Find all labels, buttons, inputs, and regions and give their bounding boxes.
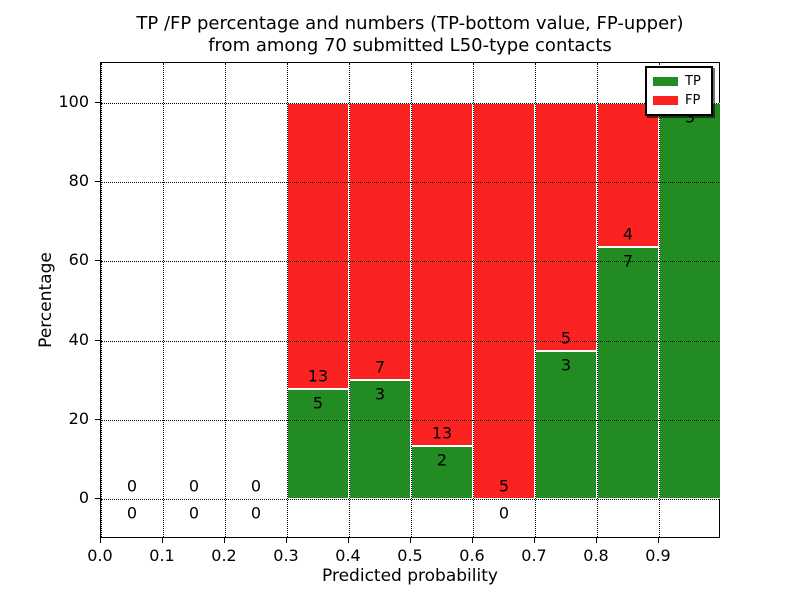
x-tick-label: 0.9	[645, 546, 671, 565]
bar-fp-segment	[535, 102, 597, 351]
fp-count-label: 0	[250, 476, 262, 496]
x-tick	[596, 538, 597, 543]
y-tick-label: 80	[68, 171, 89, 190]
x-gridline	[473, 63, 474, 537]
bar-tp-segment	[659, 102, 721, 500]
fp-count-label: 7	[374, 357, 386, 377]
y-tick-label: 20	[68, 409, 89, 428]
tp-count-label: 3	[374, 384, 386, 404]
y-tick	[95, 101, 100, 103]
x-gridline	[411, 63, 412, 537]
x-tick-label: 0.1	[149, 546, 175, 565]
x-tick	[534, 538, 535, 543]
fp-count-label: 13	[307, 366, 329, 386]
y-tick-label: 60	[68, 250, 89, 270]
bar-fp-segment	[473, 102, 535, 500]
bar-tp-segment	[349, 380, 411, 500]
x-tick	[100, 538, 101, 543]
fp-count-label: 5	[498, 476, 510, 496]
tp-count-label: 7	[622, 251, 634, 271]
tp-swatch	[653, 77, 678, 86]
x-tick-label: 0.2	[211, 546, 237, 565]
legend-label-tp: TP	[685, 74, 701, 89]
x-tick	[348, 538, 349, 543]
x-tick	[224, 538, 225, 543]
y-gridline	[101, 261, 719, 263]
x-tick-label: 0.0	[87, 546, 113, 565]
fp-count-label: 13	[431, 423, 453, 443]
x-gridline	[163, 63, 164, 537]
legend-row-fp: FP	[653, 91, 711, 110]
x-tick-label: 0.4	[335, 546, 361, 565]
x-tick	[162, 538, 163, 543]
y-tick-label: 0	[78, 488, 89, 508]
plot-area: 0000001357313250534703	[100, 62, 721, 538]
x-tick-label: 0.3	[273, 546, 299, 565]
legend-label-fp: FP	[685, 93, 701, 108]
y-tick	[95, 260, 100, 262]
chart-title-line1: TP /FP percentage and numbers (TP-bottom…	[136, 13, 684, 34]
x-gridline	[597, 63, 598, 537]
y-tick	[95, 181, 100, 182]
tp-count-label: 3	[560, 355, 572, 375]
fp-count-label: 4	[622, 224, 634, 244]
fp-count-label: 0	[188, 476, 200, 496]
y-tick	[95, 419, 100, 420]
tp-count-label: 5	[312, 393, 324, 413]
x-axis-label: Predicted probability	[322, 566, 498, 586]
tp-count-label: 0	[250, 503, 262, 523]
x-gridline	[535, 63, 536, 537]
y-gridline	[101, 182, 719, 183]
tp-count-label: 0	[498, 503, 510, 523]
y-tick-label: 40	[68, 329, 89, 349]
y-gridline	[101, 340, 719, 342]
y-gridline	[101, 499, 719, 501]
x-gridline	[101, 63, 102, 537]
fp-count-label: 0	[126, 476, 138, 496]
y-tick	[95, 498, 100, 500]
chart-title-line2: from among 70 submitted L50-type contact…	[208, 35, 612, 56]
x-tick	[286, 538, 287, 543]
fp-count-label: 5	[560, 328, 572, 348]
y-tick	[95, 339, 100, 341]
legend-row-tp: TP	[653, 72, 711, 91]
x-tick	[658, 538, 659, 543]
x-tick-label: 0.7	[521, 546, 547, 565]
x-gridline	[225, 63, 226, 537]
legend: TP FP	[645, 66, 713, 116]
x-tick-label: 0.8	[583, 546, 609, 565]
x-gridline	[287, 63, 288, 537]
bar-fp-segment	[349, 102, 411, 381]
x-tick-label: 0.5	[397, 546, 423, 565]
bar-tp-segment	[535, 350, 597, 500]
y-tick-label: 100	[58, 91, 89, 111]
x-tick	[472, 538, 473, 543]
tp-count-label: 0	[126, 503, 138, 523]
tp-count-label: 3	[684, 107, 696, 127]
tp-count-label: 2	[436, 450, 448, 470]
bar-fp-segment	[287, 102, 349, 390]
fp-swatch	[653, 96, 678, 105]
x-gridline	[659, 63, 660, 537]
chart-title: TP /FP percentage and numbers (TP-bottom…	[100, 13, 720, 57]
bar-tp-segment	[597, 246, 659, 500]
y-gridline	[101, 420, 719, 421]
x-gridline	[349, 63, 350, 537]
x-tick	[410, 538, 411, 543]
x-tick-label: 0.6	[459, 546, 485, 565]
y-gridline	[101, 102, 719, 104]
tp-count-label: 0	[188, 503, 200, 523]
bar-fp-segment	[411, 102, 473, 447]
